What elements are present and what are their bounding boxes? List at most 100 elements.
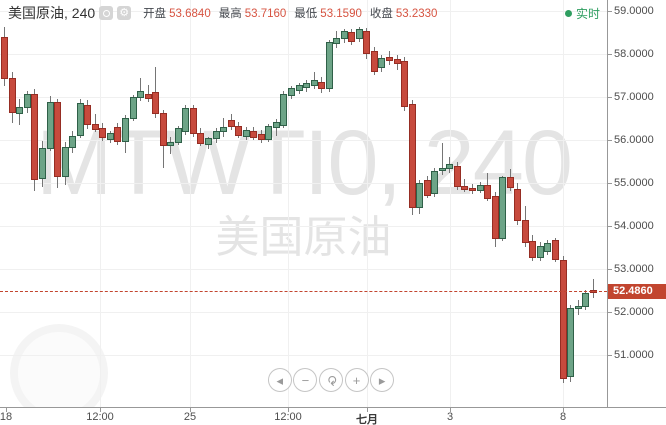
time-axis-tick bbox=[563, 408, 564, 412]
price-axis-label: 56.0000 bbox=[614, 134, 654, 146]
price-axis[interactable]: 59.0000 58.0000 57.0000 56.0000 55.0000 54.00… bbox=[607, 0, 666, 407]
time-gridline bbox=[450, 0, 451, 407]
chart-nav-toolbar: ◂ − ⟳ + ▸ bbox=[267, 368, 395, 392]
price-axis-label: 54.0000 bbox=[614, 220, 654, 232]
candle bbox=[295, 85, 303, 92]
watermark-name: 美国原油 bbox=[215, 213, 392, 262]
price-axis-label: 53.0000 bbox=[614, 263, 654, 275]
camera-lens bbox=[102, 9, 110, 17]
candle-wick bbox=[94, 114, 96, 133]
plus-icon: + bbox=[352, 373, 361, 388]
candle-wick bbox=[140, 78, 142, 102]
zoom-in-button[interactable]: + bbox=[344, 368, 369, 392]
candle bbox=[559, 260, 567, 379]
price-axis-label: 55.0000 bbox=[614, 177, 654, 189]
time-axis-tick bbox=[6, 408, 7, 412]
candle bbox=[333, 38, 341, 45]
time-axis-label: 七月 bbox=[356, 414, 378, 425]
time-gridline bbox=[100, 0, 101, 407]
candle bbox=[393, 58, 401, 65]
candle bbox=[506, 176, 514, 189]
candle bbox=[152, 91, 160, 115]
ohlc-close: 收盘 53.2330 bbox=[369, 8, 438, 20]
candle bbox=[544, 242, 552, 252]
candle bbox=[514, 188, 522, 222]
candle bbox=[31, 94, 39, 180]
price-axis-label: 58.0000 bbox=[614, 48, 654, 60]
candle bbox=[461, 186, 469, 190]
candle bbox=[174, 128, 182, 143]
realtime-status: 实时 bbox=[564, 0, 600, 26]
candle bbox=[348, 32, 356, 42]
candle bbox=[453, 165, 461, 187]
candle bbox=[476, 185, 484, 192]
candle bbox=[76, 103, 84, 136]
symbol-title: 美国原油, 240 bbox=[8, 5, 96, 21]
price-axis-tick bbox=[608, 226, 612, 227]
price-axis-tick bbox=[608, 54, 612, 55]
candle bbox=[574, 306, 582, 310]
scroll-right-button[interactable]: ▸ bbox=[370, 368, 395, 392]
candle bbox=[318, 81, 326, 89]
price-axis-label: 57.0000 bbox=[614, 91, 654, 103]
candle bbox=[401, 60, 409, 107]
price-gridline bbox=[0, 97, 607, 98]
candle bbox=[378, 57, 386, 68]
candle bbox=[144, 93, 152, 100]
candle bbox=[287, 88, 295, 97]
candle bbox=[204, 138, 212, 146]
chart-header: 美国原油, 240 ⚙ 开盘 53.6840 最高 53.7160 最低 53.159… bbox=[0, 0, 607, 26]
zoom-out-button[interactable]: − bbox=[293, 368, 318, 392]
candle bbox=[416, 183, 424, 209]
candle bbox=[114, 127, 122, 143]
current-price-line bbox=[0, 291, 607, 293]
time-gridline bbox=[190, 0, 191, 407]
time-axis-label: 8 bbox=[559, 411, 567, 423]
candle bbox=[536, 245, 544, 259]
candle bbox=[99, 127, 107, 139]
candle bbox=[84, 104, 92, 125]
candle bbox=[220, 127, 228, 132]
current-price-badge: 52.4860 bbox=[608, 283, 666, 299]
time-axis[interactable]: 18 12:00 25 12:00 七月 3 8 bbox=[0, 407, 666, 425]
candle bbox=[265, 125, 273, 141]
time-axis-label: 12:00 bbox=[86, 411, 114, 423]
price-gridline bbox=[0, 269, 607, 270]
price-axis-tick bbox=[608, 140, 612, 141]
reset-view-button[interactable]: ⟳ bbox=[318, 368, 343, 392]
candle bbox=[423, 179, 431, 196]
candle bbox=[106, 133, 114, 141]
candle bbox=[272, 121, 280, 129]
chevron-left-icon: ◂ bbox=[276, 373, 284, 388]
time-axis-tick bbox=[190, 408, 191, 412]
time-axis-tick bbox=[367, 408, 368, 412]
candle bbox=[582, 292, 590, 308]
price-gridline bbox=[0, 54, 607, 55]
price-gridline bbox=[0, 11, 607, 12]
candle bbox=[325, 42, 333, 89]
time-axis-label: 3 bbox=[446, 411, 454, 423]
time-axis-tick bbox=[100, 408, 101, 412]
candle bbox=[310, 80, 318, 86]
candle bbox=[484, 185, 492, 199]
chart-pane[interactable]: MTWTI0, 240 美国原油 bbox=[0, 0, 607, 407]
ohlc-readout: 开盘 53.6840 最高 53.7160 最低 53.1590 收盘 53.2330 bbox=[143, 5, 445, 21]
time-axis-tick bbox=[288, 408, 289, 412]
candle bbox=[303, 83, 311, 88]
realtime-label: 实时 bbox=[575, 6, 600, 21]
price-axis-tick bbox=[608, 355, 612, 356]
candle bbox=[189, 108, 197, 135]
scroll-left-button[interactable]: ◂ bbox=[267, 368, 292, 392]
candle bbox=[529, 241, 537, 259]
settings-gear-icon[interactable]: ⚙ bbox=[117, 6, 132, 20]
time-axis-label: 18 bbox=[0, 411, 13, 423]
candle bbox=[386, 56, 394, 62]
time-axis-label: 12:00 bbox=[274, 411, 302, 423]
candle bbox=[257, 133, 265, 141]
candle bbox=[23, 94, 31, 109]
candle bbox=[355, 29, 363, 39]
candle bbox=[567, 308, 575, 378]
camera-icon[interactable] bbox=[99, 6, 114, 20]
candle bbox=[431, 170, 439, 195]
